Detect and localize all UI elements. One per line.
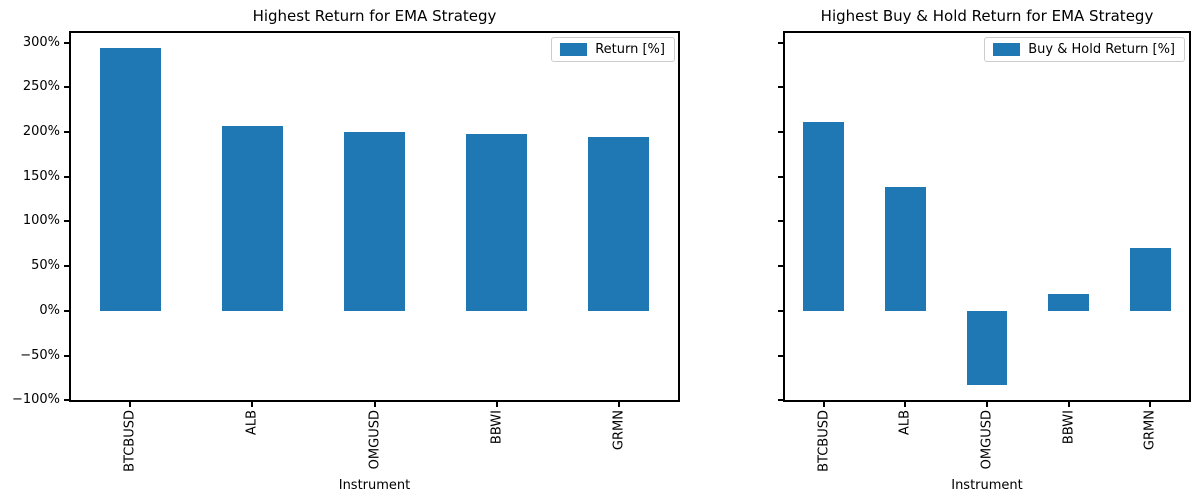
right-xaxis-label: Instrument [951, 478, 1023, 493]
bar-bbwi [1048, 293, 1089, 311]
left-xaxis-label: Instrument [338, 478, 411, 493]
y-tick-label: 0% [39, 302, 60, 318]
x-tick-label: BTCBUSD [122, 410, 138, 472]
x-tick-mark [495, 402, 498, 407]
y-tick-mark [778, 354, 783, 357]
x-tick-label: GRMN [611, 410, 627, 451]
y-tick-label: −100% [11, 392, 60, 408]
left-chart-title: Highest Return for EMA Strategy [252, 7, 497, 25]
x-tick-label: OMGUSD [979, 410, 995, 470]
x-tick-mark [822, 402, 825, 407]
bar-btcbusd [803, 122, 845, 311]
x-tick-mark [373, 402, 376, 407]
bar-bbwi [466, 133, 528, 311]
bar-alb [221, 125, 283, 311]
y-tick-mark [64, 399, 69, 402]
x-tick-label: BBWI [489, 410, 505, 445]
y-tick-mark [778, 265, 783, 268]
y-tick-mark [64, 41, 69, 44]
y-tick-label: 50% [31, 258, 60, 274]
y-tick-mark [778, 41, 783, 44]
x-tick-label: BBWI [1061, 410, 1077, 445]
y-tick-mark [778, 220, 783, 223]
left-legend: Return [%] [551, 37, 675, 62]
y-tick-label: 100% [22, 213, 60, 229]
right-legend-label: Buy & Hold Return [%] [1028, 42, 1175, 57]
y-tick-label: 300% [22, 34, 60, 50]
x-tick-label: ALB [897, 410, 913, 436]
x-tick-mark [251, 402, 254, 407]
y-tick-mark [64, 309, 69, 312]
y-tick-mark [64, 265, 69, 268]
legend-swatch-icon [560, 43, 588, 56]
right-legend: Buy & Hold Return [%] [984, 37, 1185, 62]
x-tick-mark [904, 402, 907, 407]
y-tick-label: 200% [22, 123, 60, 139]
bar-omgusd [343, 131, 406, 311]
x-tick-mark [129, 402, 132, 407]
y-tick-mark [778, 175, 783, 178]
legend-swatch-icon [993, 43, 1021, 56]
x-tick-mark [1067, 402, 1070, 407]
y-tick-mark [64, 354, 69, 357]
bar-btcbusd [99, 47, 161, 311]
y-tick-label: −50% [20, 347, 60, 363]
bar-grmn [1129, 248, 1171, 311]
y-tick-mark [64, 175, 69, 178]
x-tick-label: ALB [244, 410, 260, 436]
x-tick-mark [617, 402, 620, 407]
x-tick-label: BTCBUSD [816, 410, 832, 472]
y-tick-label: 250% [22, 79, 60, 95]
bar-grmn [588, 137, 650, 311]
right-chart-title: Highest Buy & Hold Return for EMA Strate… [820, 7, 1154, 25]
y-tick-mark [64, 86, 69, 89]
left-legend-label: Return [%] [595, 42, 665, 57]
x-tick-mark [1149, 402, 1152, 407]
y-tick-mark [778, 309, 783, 312]
y-tick-mark [64, 220, 69, 223]
x-tick-label: GRMN [1142, 410, 1158, 451]
x-tick-mark [986, 402, 988, 407]
y-tick-mark [778, 86, 783, 89]
bar-omgusd [966, 310, 1008, 386]
y-tick-mark [778, 130, 783, 133]
x-tick-label: OMGUSD [367, 410, 382, 470]
y-tick-mark [778, 399, 783, 402]
y-tick-label: 150% [22, 168, 60, 184]
bar-alb [885, 186, 926, 311]
y-tick-mark [64, 130, 69, 133]
